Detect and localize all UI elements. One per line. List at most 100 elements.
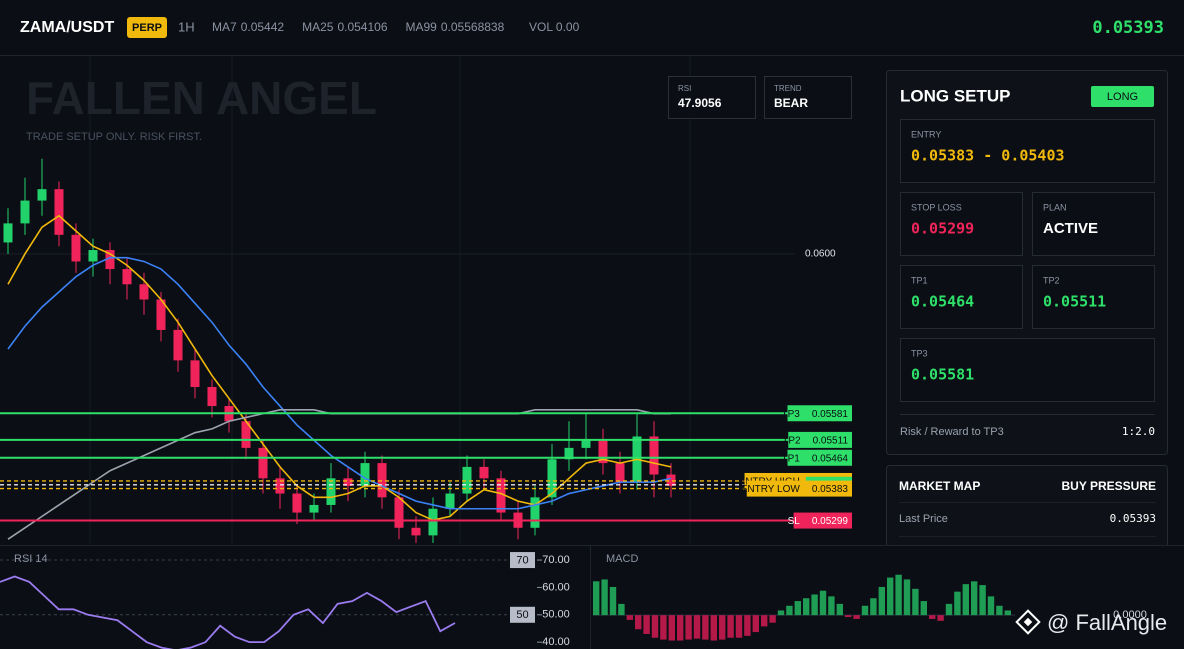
- y-tick-label: 70.00: [542, 554, 570, 566]
- candle-body: [190, 360, 200, 388]
- macd-bar: [803, 598, 810, 616]
- trend-label: TREND: [774, 84, 802, 93]
- candle-body: [326, 478, 336, 505]
- ma-legend: MA7 0.05442 MA25 0.054106 MA99 0.05568838: [212, 20, 505, 34]
- macd-bar: [996, 605, 1003, 616]
- main-plot: [0, 158, 795, 543]
- candle-body: [462, 466, 472, 494]
- macd-bar: [887, 577, 894, 616]
- candle-body: [445, 493, 455, 509]
- macd-bar: [878, 586, 885, 616]
- macd-bar: [668, 615, 675, 641]
- rsi-label: RSI: [678, 84, 691, 93]
- candle-body: [309, 504, 319, 513]
- rsi-title: RSI 14: [14, 553, 48, 565]
- header-bar: [0, 0, 1184, 55]
- macd-bar: [937, 615, 944, 621]
- macd-bar: [971, 581, 978, 616]
- plan-value: ACTIVE: [1043, 220, 1098, 237]
- macd-bar: [979, 585, 986, 616]
- y-tick-label: 50.00: [542, 609, 570, 621]
- candle-body: [207, 387, 217, 407]
- level-label: SL 0.05299: [788, 516, 849, 527]
- stop-card: [900, 192, 1023, 256]
- level-value: 0.05581: [812, 408, 849, 419]
- long-badge-text: LONG: [1107, 91, 1138, 103]
- tp1-label: TP1: [911, 275, 928, 285]
- watermark-sub: TRADE SETUP ONLY. RISK FIRST.: [26, 131, 202, 143]
- last-price: 0.05393: [1092, 18, 1164, 38]
- trend-value: BEAR: [774, 96, 808, 110]
- level-name: ENTRY LOW: [741, 484, 801, 495]
- ma-legend-entry: MA7 0.05442: [212, 20, 284, 34]
- macd-bar: [702, 615, 709, 640]
- market-status: BUY PRESSURE: [1062, 479, 1156, 493]
- level-label: TP2 0.05511: [782, 435, 848, 446]
- level-name: TP2: [782, 435, 801, 446]
- macd-bar: [945, 603, 953, 616]
- rr-value: 1:2.0: [1122, 425, 1155, 438]
- macd-bar: [685, 615, 692, 640]
- ma-value: 0.05442: [241, 20, 285, 34]
- entry-label: ENTRY: [911, 129, 941, 139]
- candle-body: [360, 463, 370, 486]
- stop-label: STOP LOSS: [911, 202, 962, 212]
- entry-card: [900, 119, 1155, 183]
- candle-body: [105, 250, 115, 270]
- macd-pane: 0.0000: [593, 574, 1147, 641]
- y-tick-label: 60.00: [542, 581, 570, 593]
- macd-bar: [786, 605, 793, 616]
- interval[interactable]: 1H: [178, 19, 195, 34]
- candle-body: [377, 463, 387, 498]
- level-label-box: [787, 405, 852, 422]
- market-map-title: MARKET MAP: [899, 479, 980, 493]
- tp2-card: [1032, 265, 1155, 329]
- y-tick-label: 0.0000: [1113, 609, 1147, 621]
- candle-body: [564, 447, 574, 460]
- macd-bar: [895, 574, 902, 616]
- macd-bar: [618, 603, 625, 616]
- candle-body: [139, 284, 149, 300]
- rsi-level-box: [510, 552, 535, 569]
- candle-body: [479, 466, 489, 479]
- stop-value: 0.05299: [911, 220, 974, 238]
- panel-title: LONG SETUP: [900, 86, 1011, 105]
- tp2-label: TP2: [1043, 275, 1060, 285]
- macd-bar: [769, 615, 776, 623]
- candle-body: [3, 223, 13, 243]
- level-label-box: [746, 480, 852, 497]
- rsi-line: [0, 575, 456, 649]
- macd-bar: [777, 610, 785, 616]
- macd-bar: [635, 615, 642, 630]
- candle-body: [71, 234, 81, 262]
- tp3-card: [900, 338, 1155, 402]
- macd-bar: [853, 615, 860, 619]
- macd-bar: [761, 615, 768, 627]
- macd-bar: [920, 601, 927, 616]
- level-label: TP3 0.05581: [782, 408, 849, 419]
- rsi-box: [668, 76, 756, 119]
- ma-legend-entry: MA25 0.054106: [302, 20, 388, 34]
- candle-body: [615, 463, 625, 483]
- macd-bar: [735, 615, 743, 638]
- candle-body: [530, 497, 540, 528]
- candle-body: [343, 478, 353, 486]
- macd-bar: [643, 615, 650, 634]
- macd-bar: [626, 615, 633, 620]
- level-name: TP3: [782, 408, 801, 419]
- long-badge: [1091, 86, 1154, 107]
- macd-bar: [593, 581, 600, 616]
- candle-body: [649, 436, 659, 475]
- candle-body: [292, 493, 302, 513]
- symbol[interactable]: ZAMA/USDT: [20, 19, 114, 36]
- last-price-label: Last Price: [899, 513, 948, 525]
- rsi-level-box: [510, 606, 535, 623]
- logo-text: @ FallAngle: [1047, 610, 1167, 635]
- logo-icon-core: [1023, 617, 1033, 627]
- macd-bar: [870, 598, 877, 616]
- macd-bar: [819, 590, 827, 616]
- candle-body: [428, 508, 438, 536]
